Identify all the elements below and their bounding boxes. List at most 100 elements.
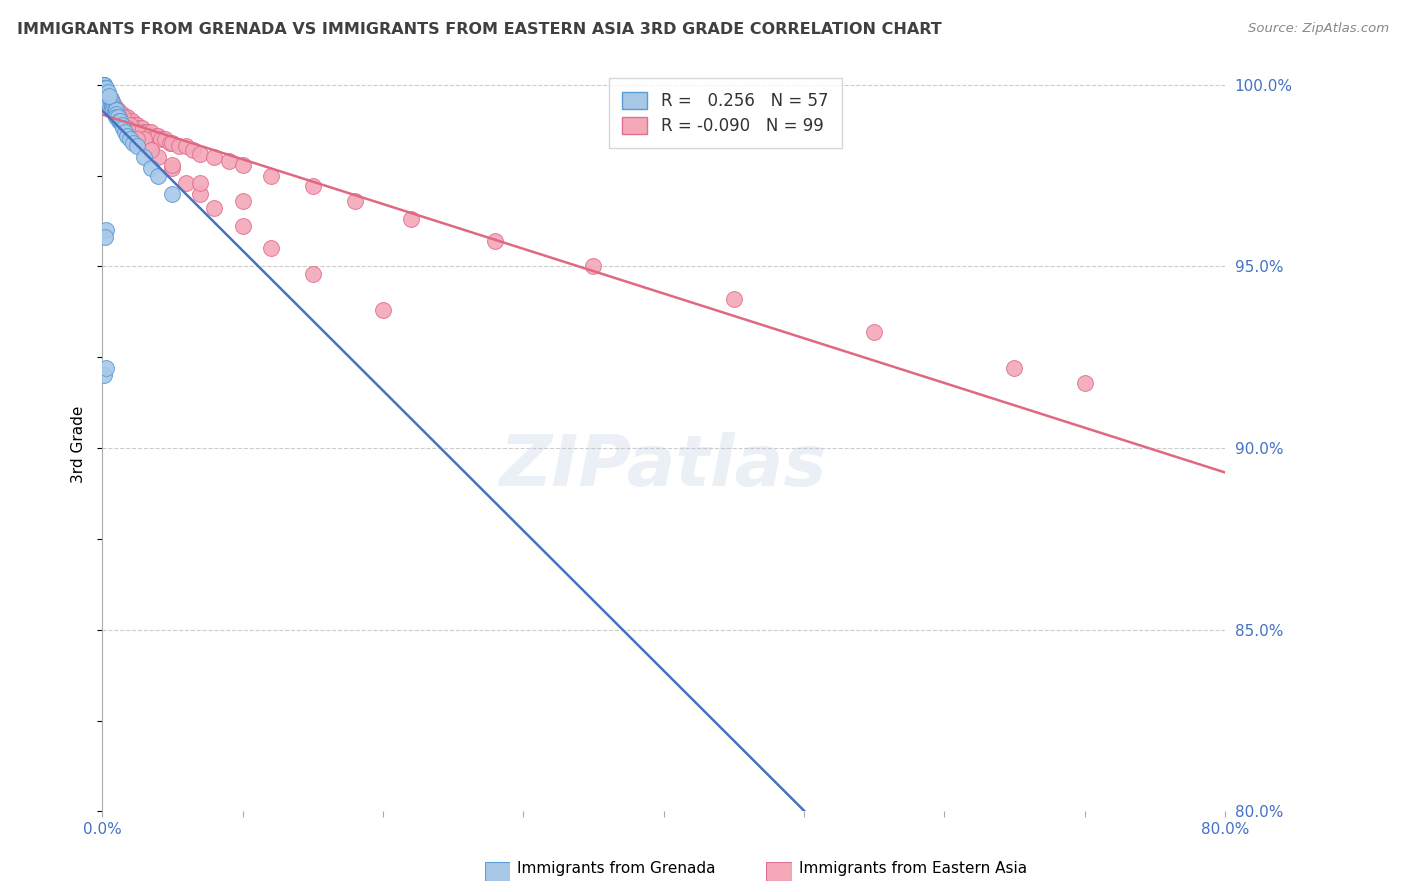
Point — [108, 111, 131, 125]
Point — [159, 136, 181, 150]
Point — [91, 85, 114, 99]
Point — [100, 95, 122, 110]
Point — [96, 85, 118, 99]
Point — [110, 107, 132, 121]
Point — [150, 132, 173, 146]
Point — [93, 78, 115, 92]
Point — [97, 85, 120, 99]
Point — [176, 139, 198, 153]
Point — [98, 92, 121, 106]
Point — [162, 158, 184, 172]
Point — [169, 139, 191, 153]
Point — [103, 99, 125, 113]
Point — [122, 118, 145, 132]
Point — [134, 150, 156, 164]
Point — [94, 81, 117, 95]
Point — [232, 194, 254, 208]
Point — [155, 132, 177, 146]
Point — [98, 92, 121, 106]
Point — [582, 260, 605, 274]
Point — [484, 234, 506, 248]
Text: ZIPatlas: ZIPatlas — [501, 432, 827, 501]
Point — [136, 125, 159, 139]
Point — [101, 95, 124, 110]
Point — [112, 111, 135, 125]
Point — [114, 111, 136, 125]
Point — [104, 99, 127, 113]
Point — [96, 85, 118, 99]
Point — [103, 99, 125, 113]
Point — [91, 78, 114, 92]
Point — [1073, 376, 1095, 390]
Point — [120, 114, 142, 128]
Point — [100, 92, 122, 106]
Point — [94, 85, 117, 99]
Point — [97, 88, 120, 103]
Point — [93, 81, 115, 95]
Point — [97, 88, 120, 103]
Point — [141, 125, 163, 139]
Point — [96, 223, 118, 237]
Point — [112, 121, 135, 136]
Point — [105, 103, 128, 117]
Point — [131, 121, 153, 136]
Point — [183, 143, 205, 157]
Point — [96, 81, 118, 95]
Point — [134, 125, 156, 139]
Point — [100, 95, 122, 110]
Point — [105, 103, 128, 117]
Point — [93, 81, 115, 95]
Point — [190, 176, 212, 190]
Point — [105, 103, 128, 117]
Point — [232, 158, 254, 172]
Point — [723, 292, 745, 306]
Point — [98, 95, 121, 110]
Point — [117, 111, 139, 125]
Point — [98, 92, 121, 106]
Point — [100, 92, 122, 106]
Point — [141, 143, 163, 157]
Point — [117, 121, 139, 136]
Point — [128, 121, 150, 136]
Point — [94, 85, 117, 99]
Point — [104, 107, 127, 121]
Point — [105, 107, 128, 121]
Point — [107, 111, 129, 125]
Text: IMMIGRANTS FROM GRENADA VS IMMIGRANTS FROM EASTERN ASIA 3RD GRADE CORRELATION CH: IMMIGRANTS FROM GRENADA VS IMMIGRANTS FR… — [17, 22, 942, 37]
Point — [96, 88, 118, 103]
Point — [103, 99, 125, 113]
Point — [97, 88, 120, 103]
Text: Immigrants from Grenada: Immigrants from Grenada — [517, 861, 716, 876]
Point — [98, 95, 121, 110]
Point — [162, 136, 184, 150]
Point — [93, 78, 115, 92]
Point — [98, 88, 121, 103]
Point — [91, 78, 114, 92]
Point — [162, 186, 184, 201]
Point — [259, 169, 281, 183]
Point — [117, 128, 139, 143]
Point — [103, 103, 125, 117]
Point — [162, 161, 184, 176]
Point — [96, 92, 118, 106]
Point — [111, 118, 134, 132]
Point — [301, 267, 323, 281]
Point — [301, 179, 323, 194]
Point — [94, 85, 117, 99]
Point — [101, 99, 124, 113]
Point — [218, 154, 240, 169]
Point — [105, 111, 128, 125]
Point — [121, 114, 143, 128]
Point — [96, 88, 118, 103]
Point — [122, 136, 145, 150]
Legend: R =   0.256   N = 57, R = -0.090   N = 99: R = 0.256 N = 57, R = -0.090 N = 99 — [609, 78, 842, 148]
Point — [148, 169, 170, 183]
Point — [232, 219, 254, 234]
Point — [118, 114, 141, 128]
Point — [93, 81, 115, 95]
Point — [104, 99, 127, 113]
Point — [94, 81, 117, 95]
Point — [127, 139, 149, 153]
Point — [105, 103, 128, 117]
Point — [114, 125, 136, 139]
